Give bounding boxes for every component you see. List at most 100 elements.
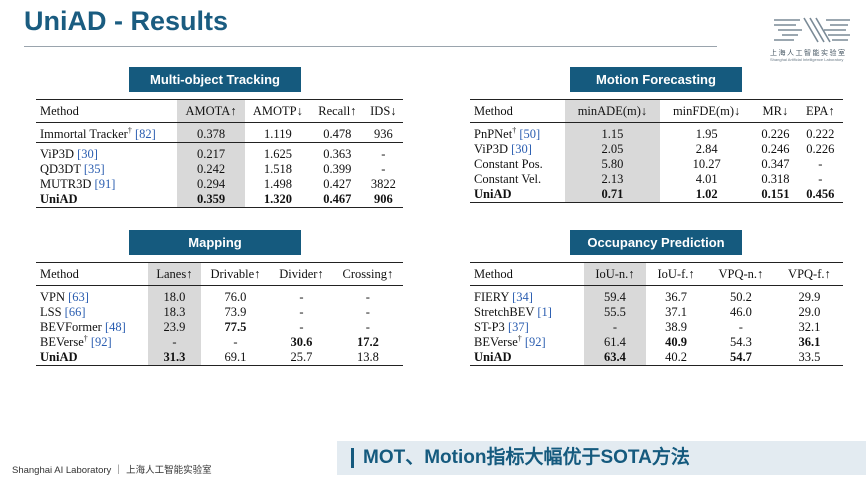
table-cell: 63.4 (583, 350, 647, 366)
table-cell: - (818, 172, 823, 186)
table-cell: 55.5 (583, 305, 647, 320)
table-cell: 0.246 (761, 142, 790, 156)
mot-row-qd3dt: QD3DT [35] 0.242 1.518 0.399 - (36, 162, 403, 177)
motion-table: Method minADE(m)↓ minFDE(m)↓ MR↓ EPA↑ Pn… (470, 99, 843, 203)
mapping-header-method: Method (36, 262, 149, 286)
mapping-method-cell: LSS [66] (36, 305, 148, 320)
table-cell: 46.0 (729, 305, 752, 319)
mot-table: Method AMOTA↑ AMOTP↓ Recall↑ IDS↓ Immort… (36, 99, 403, 208)
lab-logo: 上海人工智能实验室 Shanghai Artificial Intelligen… (768, 12, 852, 62)
logo-cn-text: 上海人工智能实验室 (770, 50, 847, 57)
table-cell: 5.80 (564, 157, 661, 172)
table-cell: 2.84 (695, 142, 718, 156)
mot-method-cell: ViP3D [30] (36, 142, 178, 162)
method-name: BEVerse (40, 335, 84, 349)
method-citation: [82] (134, 127, 156, 141)
method-citation: [1] (537, 305, 552, 319)
method-name: ST-P3 (474, 320, 505, 334)
method-citation: [63] (68, 290, 89, 304)
motion-header-row: Method minADE(m)↓ minFDE(m)↓ MR↓ EPA↑ (470, 99, 843, 123)
occupancy-header-method: Method (470, 262, 584, 286)
table-cell: - (299, 290, 304, 304)
banner-accent-bar (351, 448, 354, 468)
method-citation: [30] (511, 142, 532, 156)
table-cell: 76.0 (224, 290, 247, 304)
table-cell: 37.1 (665, 305, 688, 319)
table-cell: 0.294 (177, 177, 245, 192)
method-name: StretchBEV (474, 305, 535, 319)
occupancy-row-st-p3: ST-P3 [37] - 38.9 - 32.1 (470, 320, 843, 335)
table-cell: 0.318 (761, 172, 790, 186)
table-cell: 0.378 (177, 122, 245, 143)
mot-header-amota: AMOTA↑ (177, 99, 245, 123)
table-cell: 0.359 (177, 192, 245, 208)
method-citation: [34] (512, 290, 533, 304)
method-name: PnPNet (474, 127, 513, 141)
table-cell: 3822 (370, 177, 396, 191)
table-cell: - (148, 335, 201, 350)
table-cell: 0.347 (761, 157, 790, 171)
mapping-method-cell: VPN [63] (36, 286, 148, 306)
table-cell: 29.9 (798, 290, 821, 304)
table-cell: 38.9 (665, 320, 688, 334)
motion-row-constant-pos: Constant Pos. 5.80 10.27 0.347 - (470, 157, 843, 172)
method-name: Immortal Tracker (40, 127, 128, 141)
occupancy-header-row: Method IoU-n.↑ IoU-f.↑ VPQ-n.↑ VPQ-f.↑ (470, 262, 843, 286)
mapping-header-divider: Divider↑ (270, 262, 333, 286)
mapping-method-cell: BEVerse† [92] (36, 333, 148, 350)
mapping-header-drivable: Drivable↑ (200, 262, 271, 286)
method-citation: [30] (77, 147, 98, 161)
mapping-header-row: Method Lanes↑ Drivable↑ Divider↑ Crossin… (36, 262, 403, 286)
occupancy-header-vpq-f: VPQ-f.↑ (775, 262, 843, 286)
table-cell: 0.427 (323, 177, 352, 191)
table-cell: 61.4 (583, 335, 647, 350)
mapping-row-lss: LSS [66] 18.3 73.9 - - (36, 305, 403, 320)
table-cell: 32.1 (798, 320, 821, 334)
table-cell: 69.1 (200, 350, 271, 366)
motion-header-epa: EPA↑ (797, 99, 843, 123)
occupancy-row-beverse: BEVerse† [92] 61.4 40.9 54.3 36.1 (470, 333, 843, 350)
table-cell: 1.518 (263, 162, 292, 176)
mapping-row-beverse: BEVerse† [92] - - 30.6 17.2 (36, 333, 403, 350)
table-cell: 25.7 (270, 350, 333, 366)
table-cell: 77.5 (224, 320, 247, 334)
method-dagger: † (83, 333, 88, 343)
method-citation: [37] (507, 320, 529, 334)
mapping-method-cell: UniAD (36, 350, 149, 366)
table-cell: 18.3 (148, 305, 201, 320)
table-cell: 2.05 (564, 142, 661, 157)
method-name: VPN (40, 290, 66, 304)
table-cell: 36.1 (798, 335, 821, 349)
table-cell: - (365, 320, 370, 334)
table-cell: 17.2 (356, 335, 379, 349)
table-cell: 73.9 (224, 305, 247, 319)
table-cell: - (365, 305, 370, 319)
mot-section-title: Multi-object Tracking (129, 67, 301, 92)
mapping-header-lanes: Lanes↑ (148, 262, 201, 286)
motion-row-constant-vel: Constant Vel. 2.13 4.01 0.318 - (470, 172, 843, 187)
table-cell: 30.6 (290, 335, 313, 349)
table-cell: - (818, 157, 823, 171)
method-dagger: † (517, 333, 522, 343)
table-cell: 2.13 (564, 172, 661, 187)
mot-header-recall: Recall↑ (310, 99, 364, 123)
table-cell: - (365, 290, 370, 304)
table-cell: 54.7 (705, 350, 776, 366)
table-cell: 1.498 (263, 177, 292, 191)
method-citation: [92] (524, 335, 546, 349)
mot-row-vip3d: ViP3D [30] 0.217 1.625 0.363 - (36, 142, 403, 162)
table-cell: 50.2 (729, 290, 752, 304)
occupancy-header-iou-n: IoU-n.↑ (583, 262, 647, 286)
method-dagger: † (127, 125, 132, 135)
table-cell: 0.363 (310, 142, 364, 162)
mot-row-immortal-tracker: Immortal Tracker† [82] 0.378 1.119 0.478… (36, 122, 403, 143)
occupancy-method-cell: ST-P3 [37] (470, 320, 584, 335)
motion-method-cell: ViP3D [30] (470, 142, 565, 157)
table-cell: 1.320 (244, 192, 311, 208)
occupancy-method-cell: StretchBEV [1] (470, 305, 584, 320)
table-cell: 1.625 (244, 142, 311, 162)
table-cell: 1.119 (264, 127, 292, 141)
mapping-table: Method Lanes↑ Drivable↑ Divider↑ Crossin… (36, 262, 403, 366)
occupancy-method-cell: UniAD (470, 350, 584, 366)
method-citation: [50] (519, 127, 541, 141)
